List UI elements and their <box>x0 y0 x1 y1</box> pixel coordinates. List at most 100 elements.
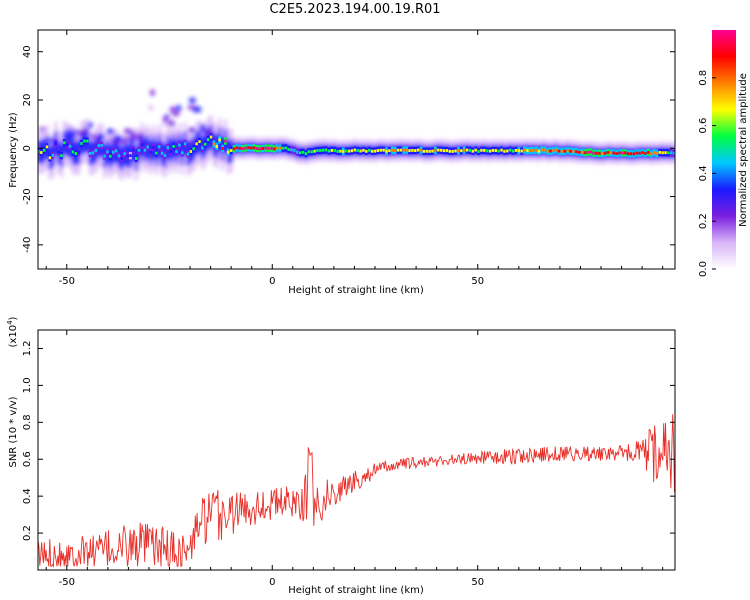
snr-ytick-label: 1.0 <box>22 377 33 393</box>
spectrogram-cell <box>267 146 270 150</box>
spectrogram-cell <box>511 149 515 153</box>
spectrogram-cell <box>408 149 411 153</box>
spectrogram-cell <box>255 147 259 151</box>
spectrogram-cell <box>638 151 641 155</box>
spectrogram-ytick-label: -40 <box>22 237 33 253</box>
snr-series-line <box>38 414 675 569</box>
spectrogram-blob <box>161 122 168 126</box>
spectrogram-cell <box>155 151 158 155</box>
spectrogram-cell <box>178 143 181 147</box>
spectrogram-cell <box>385 149 388 153</box>
spectrogram-cell <box>229 149 233 152</box>
spectrogram-blob <box>188 97 197 104</box>
spectrogram-cell <box>526 149 529 152</box>
spectrogram-cell <box>120 157 124 160</box>
spectrogram-cell <box>419 148 423 152</box>
spectrogram-cell <box>474 148 477 152</box>
spectrogram-cell <box>601 152 604 156</box>
spectrogram-cell <box>183 142 187 146</box>
snr-ytick-label: 0.8 <box>22 414 33 430</box>
spectrogram-blob <box>38 126 46 131</box>
svg-text:(x104): (x104) <box>6 316 19 347</box>
spectrogram-cell <box>491 148 495 152</box>
spectrogram-cell <box>356 149 359 153</box>
spectrogram-cell <box>546 149 549 153</box>
spectrogram-cell <box>560 150 564 153</box>
spectrogram-cell <box>316 149 319 153</box>
spectrogram-cell <box>483 148 486 152</box>
spectrogram-cell <box>592 151 595 155</box>
spectrogram-cell <box>586 150 590 154</box>
spectrogram-cell <box>462 148 466 152</box>
spectrogram-cell <box>649 152 653 156</box>
spectrogram-blob <box>164 114 171 118</box>
spectrogram-cell <box>287 148 290 151</box>
spectrogram-blob <box>174 140 179 144</box>
spectrogram-cell <box>201 146 204 150</box>
spectrogram-cell <box>523 148 526 152</box>
spectrogram-cell <box>186 152 190 156</box>
spectrogram-blob <box>122 137 130 143</box>
spectrogram-cell <box>457 149 460 153</box>
spectrogram-cell <box>111 150 115 154</box>
spectrogram-cell <box>537 149 541 153</box>
spectrogram-cell <box>232 147 236 151</box>
spectrogram-blob <box>70 134 77 140</box>
spectrogram-cell <box>652 151 656 155</box>
spectrogram-cell <box>460 149 463 153</box>
spectrogram-blob <box>149 89 156 97</box>
spectrogram-cell <box>293 148 296 152</box>
spectrogram-blob <box>175 104 182 112</box>
spectrogram-cell <box>158 145 161 149</box>
spectrogram-cell <box>534 148 538 152</box>
spectrogram-cell <box>532 149 535 152</box>
spectrogram-cell <box>557 149 561 153</box>
spectrogram-frame <box>37 29 676 270</box>
spectrogram-cell <box>296 150 299 154</box>
spectrogram-cell <box>508 148 512 152</box>
spectrogram-cell <box>250 146 253 150</box>
spectrogram-cell <box>644 151 647 155</box>
spectrogram-cell <box>345 149 348 153</box>
spectrogram-cell <box>54 141 57 145</box>
spectrogram-xtick-label: 50 <box>471 276 484 287</box>
spectrogram-cell <box>298 151 302 155</box>
spectrogram-cell <box>431 149 434 153</box>
spectrogram-cell <box>661 151 664 155</box>
spectrogram-cell <box>488 149 492 153</box>
spectrogram-cell <box>83 139 86 143</box>
spectrogram-cell <box>353 148 357 152</box>
spectrogram-cell <box>94 149 98 152</box>
spectrogram-cell <box>368 148 371 152</box>
spectrogram-cell <box>106 150 109 154</box>
spectrogram-cell <box>411 148 414 152</box>
spectrogram-cell <box>163 154 167 157</box>
spectrogram-cell <box>391 148 394 152</box>
page-title: C2E5.2023.194.00.19.R01 <box>269 2 441 17</box>
spectrogram-cell <box>261 147 264 150</box>
spectrogram-ytick-label: -20 <box>22 188 33 204</box>
spectrogram-cell <box>373 149 377 153</box>
spectrogram-axes: -50 0 50 -40 -20 0 20 40 <box>22 30 675 287</box>
spectrogram-cell <box>359 149 362 153</box>
spectrogram-cell <box>114 149 118 153</box>
spectrogram-cell <box>629 152 633 156</box>
spectrogram-cell <box>57 150 60 154</box>
spectrogram-cell <box>195 142 198 146</box>
spectrogram-cell <box>221 147 224 150</box>
spectrogram-blob <box>82 127 89 134</box>
spectrogram-cell <box>422 149 426 153</box>
spectrogram-xlabel: Height of straight line (km) <box>288 285 424 296</box>
spectrogram-cell <box>330 148 334 152</box>
spectrogram-cell <box>500 148 503 152</box>
spectrogram-cell <box>641 151 644 154</box>
spectrogram-cell <box>224 139 227 143</box>
spectrogram-cell <box>91 151 95 155</box>
spectrogram-cell <box>670 151 673 155</box>
spectrogram-cell <box>48 156 52 160</box>
spectrogram-cell <box>327 149 331 153</box>
spectrogram-cell <box>448 149 451 153</box>
spectrogram-cell <box>80 142 83 145</box>
spectrogram-cell <box>301 150 305 154</box>
snr-multiplier-base: (x10 <box>8 325 19 348</box>
